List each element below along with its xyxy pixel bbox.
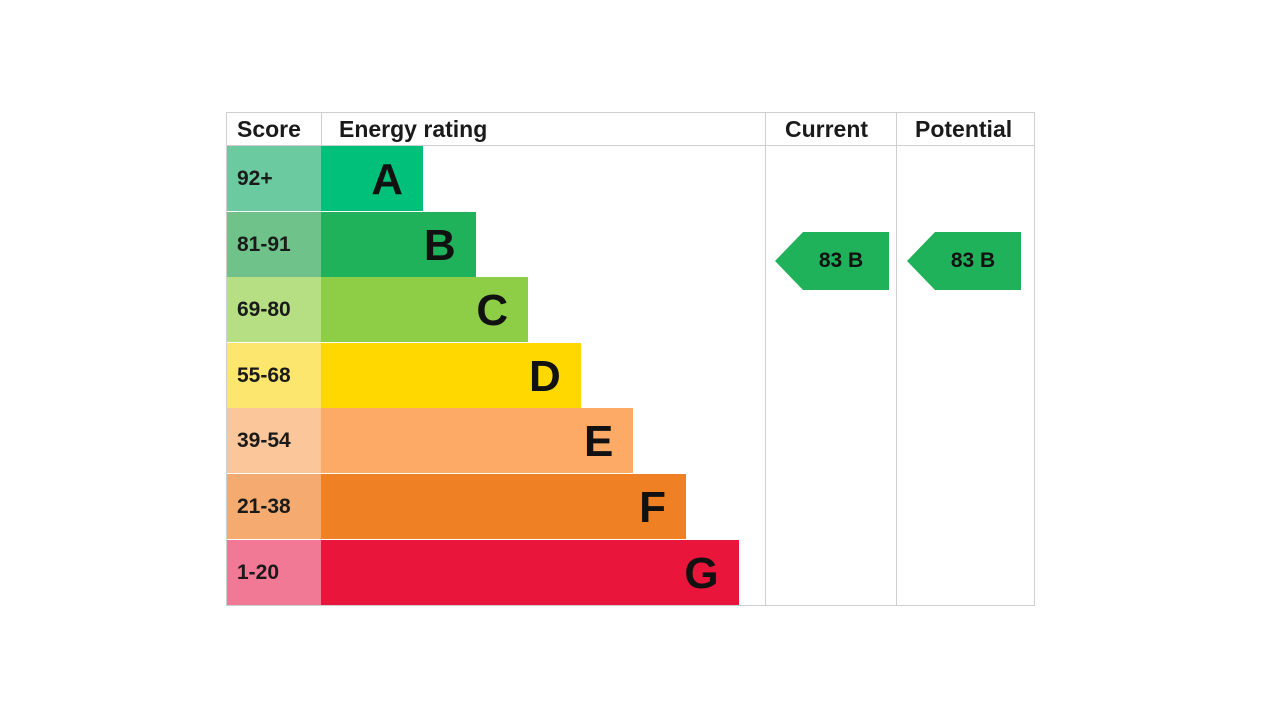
current-rating-label: 83 B [818,248,864,272]
score-cell-a: 92+ [227,146,321,211]
potential-rating-arrow-shape [907,231,1021,290]
score-cell-c: 69-80 [227,277,321,343]
band-bar-a: A [321,146,423,211]
band-bar-d: D [321,342,581,408]
current-header: Current [785,116,869,142]
band-bar-e: E [321,408,634,474]
score-cell-e: 39-54 [227,408,321,474]
score-header: Score [237,116,301,142]
potential-rating-label: 83 B [950,248,996,272]
current-rating-arrow-shape [775,231,889,290]
potential-header: Potential [915,116,1013,142]
rating-column-divider [765,113,766,605]
band-bar-b: B [321,211,476,277]
current-rating-arrow: 83 B [775,231,889,290]
band-bar-f: F [321,474,686,539]
header-divider [227,145,1034,146]
score-cell-g: 1-20 [227,539,321,605]
current-column-divider [896,113,897,605]
band-bar-c: C [321,277,529,343]
score-column-divider [321,113,322,145]
score-cell-f: 21-38 [227,474,321,539]
band-bar-g: G [321,539,739,605]
epc-chart: Score Energy rating Current Potential 92… [226,112,1035,606]
score-cell-b: 81-91 [227,211,321,277]
score-cell-d: 55-68 [227,342,321,408]
energy-rating-header: Energy rating [339,116,488,142]
potential-rating-arrow: 83 B [907,231,1021,290]
